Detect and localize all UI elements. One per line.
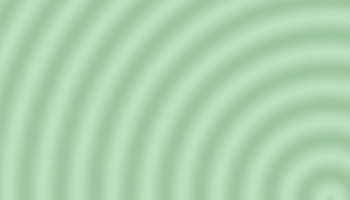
Bar — [110, 104, 156, 144]
Text: y: y — [182, 54, 186, 60]
Text: 30 MPa: 30 MPa — [136, 77, 162, 83]
Text: Determine the principal normal stresses, the principal shear stresses and their : Determine the principal normal stresses,… — [7, 45, 350, 54]
Text: 10 MPa: 10 MPa — [136, 166, 162, 172]
Text: The stress case at a point of a body is shown on the element below.: The stress case at a point of a body is … — [7, 29, 280, 38]
Text: (20 % ): (20 % ) — [68, 5, 104, 14]
Text: x: x — [208, 77, 212, 83]
Text: QUESTION 3 :: QUESTION 3 : — [7, 5, 79, 14]
